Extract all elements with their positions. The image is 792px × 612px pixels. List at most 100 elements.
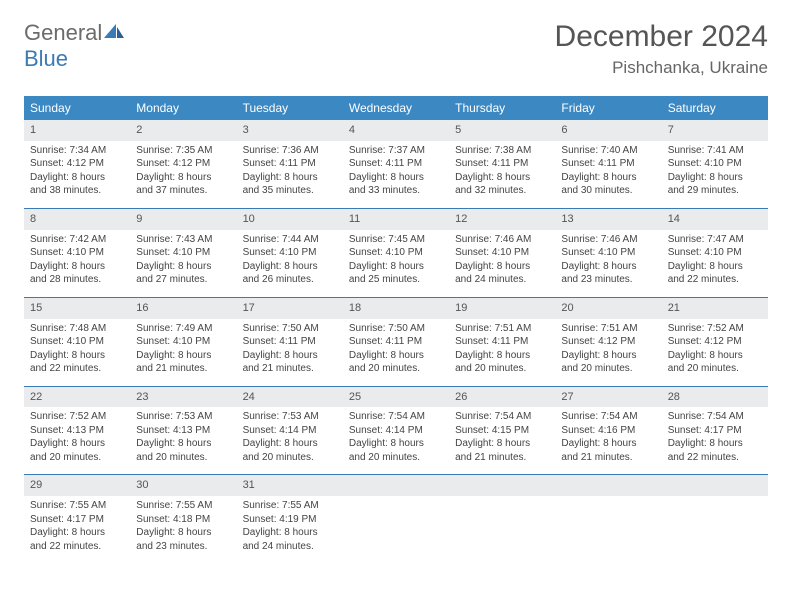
calendar-cell: 31Sunrise: 7:55 AMSunset: 4:19 PMDayligh… [237,475,343,563]
sunset-text: Sunset: 4:10 PM [136,246,230,260]
calendar-cell: 29Sunrise: 7:55 AMSunset: 4:17 PMDayligh… [24,475,130,563]
sunset-text: Sunset: 4:12 PM [561,335,655,349]
day-content: Sunrise: 7:47 AMSunset: 4:10 PMDaylight:… [662,230,768,297]
sunrise-text: Sunrise: 7:55 AM [30,499,124,513]
day-header-tuesday: Tuesday [237,96,343,120]
day-number: 16 [130,298,236,319]
calendar-cell: 11Sunrise: 7:45 AMSunset: 4:10 PMDayligh… [343,208,449,297]
calendar-cell: 19Sunrise: 7:51 AMSunset: 4:11 PMDayligh… [449,297,555,386]
calendar-cell: 6Sunrise: 7:40 AMSunset: 4:11 PMDaylight… [555,120,661,208]
sunset-text: Sunset: 4:10 PM [349,246,443,260]
sunrise-text: Sunrise: 7:44 AM [243,233,337,247]
sunset-text: Sunset: 4:12 PM [668,335,762,349]
sunrise-text: Sunrise: 7:50 AM [349,322,443,336]
sunset-text: Sunset: 4:12 PM [136,157,230,171]
day-number: 20 [555,298,661,319]
sunrise-text: Sunrise: 7:54 AM [668,410,762,424]
sunrise-text: Sunrise: 7:55 AM [136,499,230,513]
calendar-cell: 13Sunrise: 7:46 AMSunset: 4:10 PMDayligh… [555,208,661,297]
sunset-text: Sunset: 4:17 PM [668,424,762,438]
day-content: Sunrise: 7:53 AMSunset: 4:14 PMDaylight:… [237,407,343,474]
daylight-line2: and 23 minutes. [136,540,230,554]
day-content: Sunrise: 7:52 AMSunset: 4:13 PMDaylight:… [24,407,130,474]
sunset-text: Sunset: 4:11 PM [455,335,549,349]
sunset-text: Sunset: 4:18 PM [136,513,230,527]
calendar-cell: 16Sunrise: 7:49 AMSunset: 4:10 PMDayligh… [130,297,236,386]
calendar-cell: 17Sunrise: 7:50 AMSunset: 4:11 PMDayligh… [237,297,343,386]
calendar-body: 1Sunrise: 7:34 AMSunset: 4:12 PMDaylight… [24,120,768,563]
calendar-cell [449,475,555,563]
day-number: 15 [24,298,130,319]
day-number: 1 [24,120,130,141]
day-number: 26 [449,387,555,408]
sunset-text: Sunset: 4:11 PM [561,157,655,171]
sunset-text: Sunset: 4:11 PM [349,335,443,349]
sunrise-text: Sunrise: 7:41 AM [668,144,762,158]
sunset-text: Sunset: 4:14 PM [243,424,337,438]
daylight-line1: Daylight: 8 hours [30,526,124,540]
day-content: Sunrise: 7:48 AMSunset: 4:10 PMDaylight:… [24,319,130,386]
daylight-line1: Daylight: 8 hours [349,349,443,363]
daylight-line2: and 21 minutes. [243,362,337,376]
day-content: Sunrise: 7:43 AMSunset: 4:10 PMDaylight:… [130,230,236,297]
daylight-line1: Daylight: 8 hours [243,349,337,363]
day-number: 4 [343,120,449,141]
day-content: Sunrise: 7:52 AMSunset: 4:12 PMDaylight:… [662,319,768,386]
day-number: 19 [449,298,555,319]
day-content [555,496,661,548]
calendar-cell: 27Sunrise: 7:54 AMSunset: 4:16 PMDayligh… [555,386,661,475]
sunset-text: Sunset: 4:10 PM [30,335,124,349]
calendar-cell: 22Sunrise: 7:52 AMSunset: 4:13 PMDayligh… [24,386,130,475]
daylight-line2: and 20 minutes. [668,362,762,376]
day-content: Sunrise: 7:55 AMSunset: 4:18 PMDaylight:… [130,496,236,563]
calendar-cell [555,475,661,563]
sunrise-text: Sunrise: 7:43 AM [136,233,230,247]
daylight-line1: Daylight: 8 hours [455,260,549,274]
day-header-row: Sunday Monday Tuesday Wednesday Thursday… [24,96,768,120]
daylight-line2: and 20 minutes. [136,451,230,465]
daylight-line2: and 26 minutes. [243,273,337,287]
daylight-line1: Daylight: 8 hours [30,260,124,274]
day-number: 17 [237,298,343,319]
day-number: 28 [662,387,768,408]
calendar-cell: 2Sunrise: 7:35 AMSunset: 4:12 PMDaylight… [130,120,236,208]
day-header-sunday: Sunday [24,96,130,120]
daylight-line1: Daylight: 8 hours [243,526,337,540]
daylight-line1: Daylight: 8 hours [136,526,230,540]
day-number: 18 [343,298,449,319]
day-content: Sunrise: 7:51 AMSunset: 4:12 PMDaylight:… [555,319,661,386]
sunset-text: Sunset: 4:11 PM [349,157,443,171]
daylight-line2: and 20 minutes. [349,451,443,465]
sunset-text: Sunset: 4:12 PM [30,157,124,171]
day-content: Sunrise: 7:54 AMSunset: 4:14 PMDaylight:… [343,407,449,474]
sunrise-text: Sunrise: 7:38 AM [455,144,549,158]
sunset-text: Sunset: 4:10 PM [561,246,655,260]
sunrise-text: Sunrise: 7:54 AM [561,410,655,424]
day-number: 5 [449,120,555,141]
day-number: 11 [343,209,449,230]
sunset-text: Sunset: 4:17 PM [30,513,124,527]
daylight-line1: Daylight: 8 hours [30,349,124,363]
sunrise-text: Sunrise: 7:53 AM [243,410,337,424]
daylight-line2: and 21 minutes. [561,451,655,465]
day-content [449,496,555,548]
calendar-cell: 5Sunrise: 7:38 AMSunset: 4:11 PMDaylight… [449,120,555,208]
sunset-text: Sunset: 4:13 PM [136,424,230,438]
day-content: Sunrise: 7:55 AMSunset: 4:17 PMDaylight:… [24,496,130,563]
calendar-cell: 8Sunrise: 7:42 AMSunset: 4:10 PMDaylight… [24,208,130,297]
sunrise-text: Sunrise: 7:53 AM [136,410,230,424]
daylight-line2: and 22 minutes. [668,273,762,287]
daylight-line2: and 30 minutes. [561,184,655,198]
daylight-line1: Daylight: 8 hours [136,349,230,363]
daylight-line1: Daylight: 8 hours [668,437,762,451]
calendar-table: Sunday Monday Tuesday Wednesday Thursday… [24,96,768,563]
daylight-line2: and 23 minutes. [561,273,655,287]
day-content: Sunrise: 7:46 AMSunset: 4:10 PMDaylight:… [449,230,555,297]
sunrise-text: Sunrise: 7:40 AM [561,144,655,158]
daylight-line2: and 38 minutes. [30,184,124,198]
calendar-cell: 20Sunrise: 7:51 AMSunset: 4:12 PMDayligh… [555,297,661,386]
day-content: Sunrise: 7:41 AMSunset: 4:10 PMDaylight:… [662,141,768,208]
sunrise-text: Sunrise: 7:46 AM [561,233,655,247]
day-number: 6 [555,120,661,141]
daylight-line2: and 27 minutes. [136,273,230,287]
